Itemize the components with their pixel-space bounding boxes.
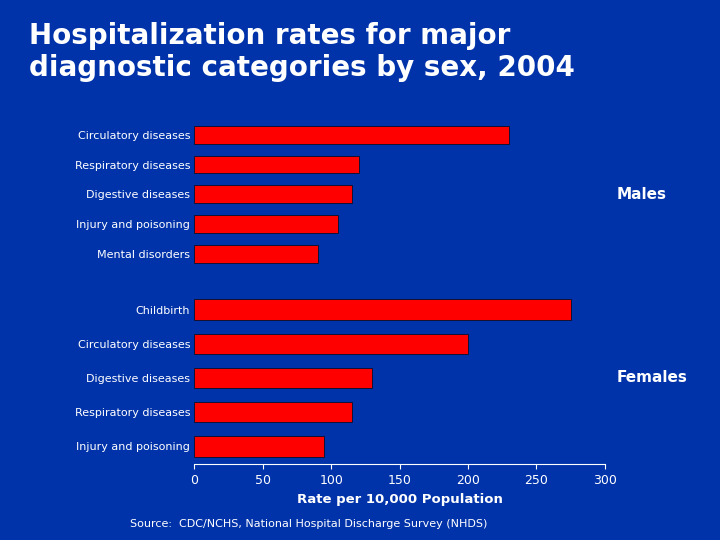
Bar: [194, 334, 468, 354]
Bar: [194, 436, 324, 456]
Bar: [194, 245, 318, 263]
Bar: [194, 126, 509, 144]
Text: Males: Males: [617, 187, 667, 202]
Bar: [194, 215, 338, 233]
Bar: [194, 368, 372, 388]
Bar: [194, 402, 352, 422]
Bar: [194, 300, 571, 320]
Text: Hospitalization rates for major
diagnostic categories by sex, 2004: Hospitalization rates for major diagnost…: [29, 22, 575, 82]
Text: Females: Females: [617, 370, 688, 386]
Bar: [194, 185, 352, 204]
X-axis label: Rate per 10,000 Population: Rate per 10,000 Population: [297, 492, 503, 505]
Bar: [194, 156, 359, 173]
Text: Source:  CDC/NCHS, National Hospital Discharge Survey (NHDS): Source: CDC/NCHS, National Hospital Disc…: [130, 519, 487, 529]
